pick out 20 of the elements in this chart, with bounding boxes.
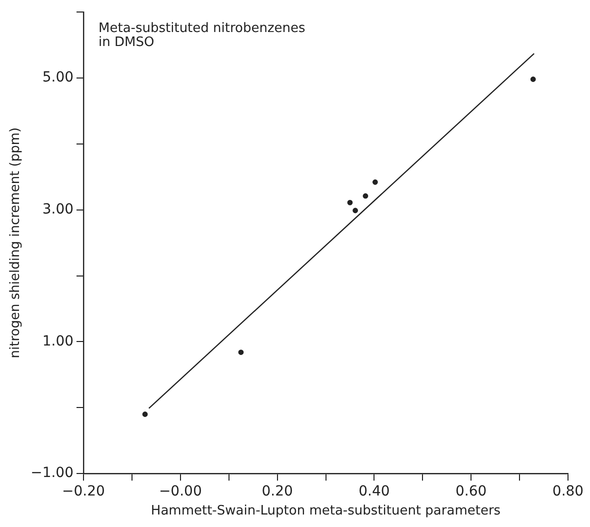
point [530, 76, 536, 82]
x-tick-label: −0.00 [158, 484, 202, 500]
x-tick-label: 0.80 [552, 484, 584, 500]
x-axis-title: Hammett-Swain-Lupton meta-substituent parameters [150, 504, 501, 519]
x-tick-label: 0.40 [358, 484, 390, 500]
point [352, 208, 358, 214]
x-tick-label: 0.20 [262, 484, 293, 500]
point [347, 200, 353, 206]
x-tick-label: 0.60 [456, 484, 487, 500]
y-axis-title: nitrogen shielding increment (ppm) [8, 127, 24, 358]
point [238, 350, 244, 355]
y-tick-label: 3.00 [42, 201, 74, 218]
y-tick-label: −1.00 [30, 465, 74, 482]
x-tick-label: −0.20 [62, 484, 105, 500]
point [372, 179, 378, 185]
y-tick-label: 1.00 [42, 333, 74, 350]
point [142, 412, 148, 417]
point [362, 193, 368, 199]
text: Meta-substituted nitrobenzenes in DMSO [98, 20, 306, 50]
y-tick-label: 5.00 [42, 70, 74, 86]
